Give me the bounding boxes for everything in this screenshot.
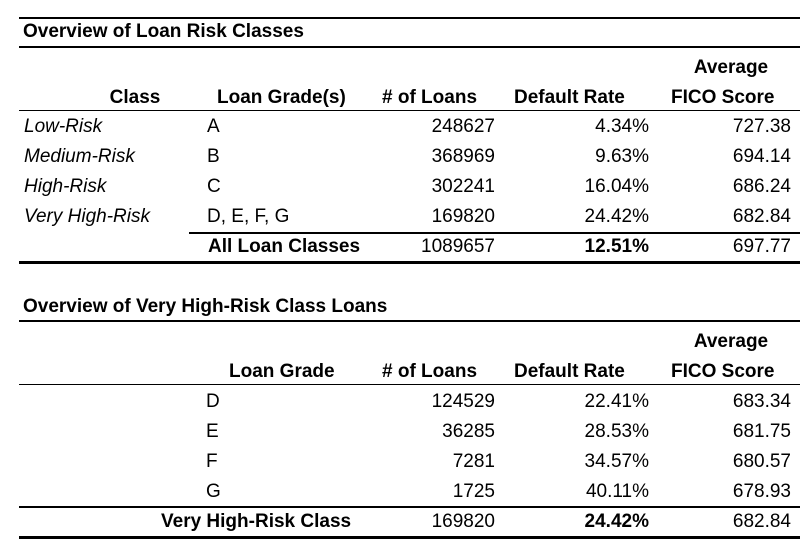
fico-cell: 680.57 xyxy=(732,451,791,472)
title-divider xyxy=(19,320,800,322)
grade-cell: D xyxy=(206,391,220,412)
grade-cell: B xyxy=(207,146,220,167)
class-cell: Very High-Risk xyxy=(24,206,150,227)
default-cell: 16.04% xyxy=(584,176,649,197)
very-high-risk-loans-table: Overview of Very High-Risk Class Loans A… xyxy=(19,0,800,557)
header-divider xyxy=(19,384,800,385)
fico-cell: 682.84 xyxy=(732,206,791,227)
total-default: 24.42% xyxy=(584,511,649,532)
default-cell: 40.11% xyxy=(585,481,649,502)
fico-cell: 727.38 xyxy=(732,116,791,137)
header-loan-grade: Loan Grade xyxy=(229,361,335,382)
top-border xyxy=(19,17,800,19)
default-cell: 9.63% xyxy=(595,146,649,167)
fico-cell: 686.24 xyxy=(732,176,791,197)
class-cell: Low-Risk xyxy=(24,116,103,137)
loans-cell: 124529 xyxy=(431,391,495,412)
total-divider xyxy=(19,506,800,508)
loans-cell: 1725 xyxy=(452,481,495,502)
header-default-rate: Default Rate xyxy=(514,361,625,382)
grade-cell: A xyxy=(207,116,220,137)
header-default-rate: Default Rate xyxy=(514,87,625,108)
header-divider xyxy=(19,110,800,111)
default-cell: 34.57% xyxy=(584,451,649,472)
loans-cell: 169820 xyxy=(431,206,495,227)
total-label: Very High-Risk Class xyxy=(161,511,352,532)
grade-cell: F xyxy=(206,451,218,472)
default-cell: 4.34% xyxy=(595,116,649,137)
bottom-border xyxy=(19,261,800,264)
class-cell: High-Risk xyxy=(24,176,107,197)
header-num-loans: # of Loans xyxy=(382,361,478,382)
default-cell: 24.42% xyxy=(584,206,649,227)
default-cell: 28.53% xyxy=(584,421,649,442)
grade-cell: G xyxy=(206,481,221,502)
total-fico: 697.77 xyxy=(732,236,791,257)
header-class: Class xyxy=(109,87,161,108)
header-loan-grades: Loan Grade(s) xyxy=(217,87,346,108)
total-label: All Loan Classes xyxy=(208,236,361,257)
loans-cell: 368969 xyxy=(431,146,495,167)
grade-cell: C xyxy=(207,176,221,197)
loans-cell: 302241 xyxy=(431,176,495,197)
table-title: Overview of Loan Risk Classes xyxy=(23,21,304,42)
fico-cell: 681.75 xyxy=(732,421,791,442)
total-fico: 682.84 xyxy=(732,511,791,532)
header-fico-score: FICO Score xyxy=(671,87,775,108)
default-cell: 22.41% xyxy=(584,391,649,412)
fico-cell: 694.14 xyxy=(732,146,791,167)
header-average: Average xyxy=(693,331,769,352)
title-divider xyxy=(19,46,800,48)
loan-risk-classes-table: Overview of Loan Risk Classes Average Cl… xyxy=(19,0,800,270)
fico-cell: 678.93 xyxy=(732,481,791,502)
header-fico-score: FICO Score xyxy=(671,361,775,382)
header-average: Average xyxy=(693,57,769,78)
total-loans: 169820 xyxy=(431,511,495,532)
loans-cell: 248627 xyxy=(431,116,495,137)
grade-cell: D, E, F, G xyxy=(207,206,290,227)
total-loans: 1089657 xyxy=(421,236,495,257)
class-cell: Medium-Risk xyxy=(24,146,135,167)
table-title: Overview of Very High-Risk Class Loans xyxy=(23,296,388,317)
bottom-border xyxy=(19,536,800,539)
fico-cell: 683.34 xyxy=(732,391,791,412)
loans-cell: 7281 xyxy=(452,451,495,472)
grade-cell: E xyxy=(206,421,219,442)
total-divider xyxy=(189,232,800,234)
loans-cell: 36285 xyxy=(442,421,495,442)
total-default: 12.51% xyxy=(584,236,649,257)
header-num-loans: # of Loans xyxy=(382,87,478,108)
